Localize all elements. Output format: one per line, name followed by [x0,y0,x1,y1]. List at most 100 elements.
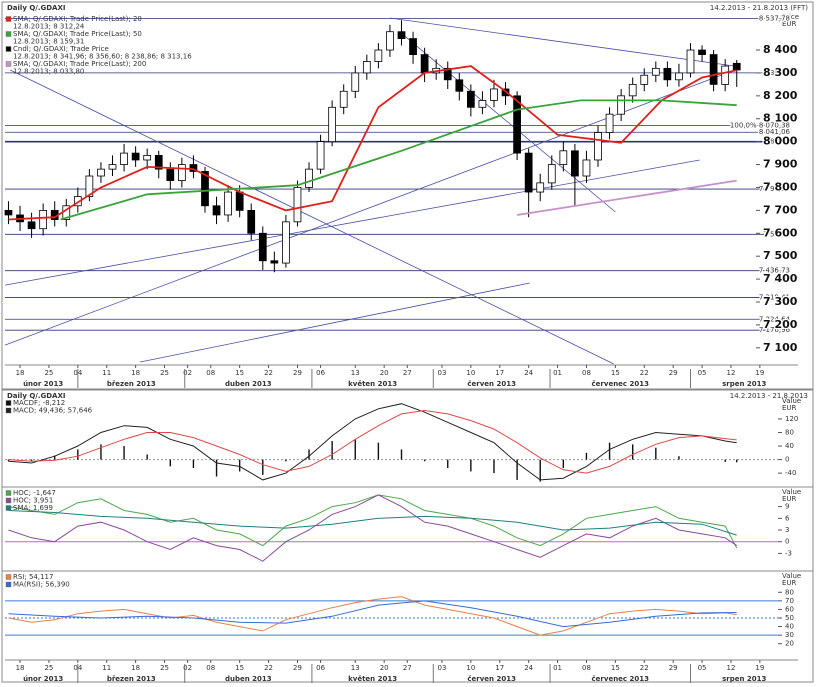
y-tick-label: 7 300 [763,295,798,308]
candle-body [212,205,221,216]
x-tick-label: 12 [726,369,735,377]
month-label: květen 2013 [348,380,397,388]
candle-body [270,260,279,264]
x-tick-label: 18 [131,369,140,377]
candle-body [490,88,498,101]
x-tick-label: 22 [264,664,273,672]
month-label: červen 2013 [467,675,516,683]
candle-body [247,209,256,234]
x-tick-label: 17 [495,369,504,377]
legend-label: RSI; 54,117 [13,573,53,581]
candle-body [698,49,706,56]
candle-body [628,83,637,97]
x-tick-label: 05 [698,369,707,377]
level-label: 8 000 [770,138,790,146]
series-line [8,65,737,221]
histogram-bar [655,447,657,460]
candle-body [120,152,128,165]
legend-swatch [5,46,12,52]
candle-body [732,62,741,71]
x-tick-label: 18 [16,664,25,672]
legend-swatch [5,400,12,406]
x-tick-label: 18 [131,664,140,672]
panel-title: Daily Q/.GDAXI [7,4,65,12]
series-line [8,494,738,549]
panel-title: Daily Q/.GDAXI [7,392,65,400]
legend-label: SMA; Q/.GDAXI; Trade Price(Last); 200 [13,60,146,68]
y-axis-label: Value [782,572,801,580]
x-tick-label: 25 [44,664,53,672]
y-tick-label: 8 400 [763,43,798,56]
histogram-bar [678,456,680,460]
histogram-bar [7,459,10,462]
histogram-bar [539,459,541,482]
candle-body [362,61,371,74]
x-tick-label: 15 [611,369,620,377]
series-line [8,596,737,636]
y-tick-label: 7 600 [763,226,798,239]
x-tick-label: 29 [293,664,302,672]
candle-body [443,67,452,81]
y-axis-label: Price [782,13,799,21]
y-tick-label: 40 [785,442,794,450]
legend-label: SMA; Q/.GDAXI; Trade Price(Last); 20 [13,15,142,23]
histogram-bar [423,459,426,462]
y-tick-label: 6 [785,514,790,522]
candle-body [571,150,579,177]
legend-swatch [5,581,12,588]
histogram-bar [470,459,472,472]
candle-body [177,164,186,181]
y-tick-label: 40 [785,623,794,631]
x-tick-label: 25 [160,664,169,672]
y-tick-label: 7 900 [763,158,798,171]
x-tick-label: 13 [351,369,360,377]
candle-body [686,49,695,74]
histogram-bar [585,452,588,460]
x-tick-label: 24 [524,664,533,672]
candle-body [258,232,267,262]
legend-detail: 12.8.2013; 8 033,80 [13,68,84,76]
candle-body [328,106,337,143]
panel-frame [1,570,814,683]
histogram-bar [169,459,172,467]
level-label: 7 595,5 [763,230,790,238]
y-axis-unit: EUR [782,404,797,412]
x-tick-label: 11 [102,369,111,377]
y-tick-label: 8 300 [763,66,798,79]
histogram-bar [562,459,565,469]
x-tick-label: 03 [437,664,446,672]
legend-label: Cndl; Q/.GDAXI; Trade Price [13,45,109,53]
histogram-bar [631,444,634,460]
histogram-bar [308,449,310,460]
level-label: 7 224,64 [759,315,791,323]
month-label: červen 2013 [467,380,516,388]
candle-body [305,168,313,188]
candle-body [524,152,533,193]
level-label: 8 300,1 [763,69,790,77]
candle-body [4,209,13,216]
legend-swatch [5,505,12,511]
x-tick-label: 17 [495,664,504,672]
histogram-bar [493,459,495,474]
y-tick-label: -40 [785,469,796,477]
x-tick-label: 19 [755,664,764,672]
series-line [8,409,737,474]
histogram-bar [285,459,287,462]
x-tick-label: 06 [316,369,325,377]
candle-body [455,79,464,92]
candle-body [143,154,152,161]
x-tick-label: 18 [16,369,25,377]
month-label: březen 2013 [107,675,156,683]
y-axis-unit: EUR [782,579,797,587]
x-tick-label: 01 [553,664,562,672]
x-tick-label: 08 [206,664,215,672]
candle-body [466,90,475,108]
candle-body [224,191,232,216]
legend-label: SMA; Q/.GDAXI; Trade Price(Last); 50 [13,30,142,38]
histogram-bar [146,454,148,460]
candle-body [409,38,417,56]
level-label: 100,0% 8 070,38 [730,122,790,130]
candle-body [651,67,660,76]
x-tick-label: 02 [183,369,192,377]
